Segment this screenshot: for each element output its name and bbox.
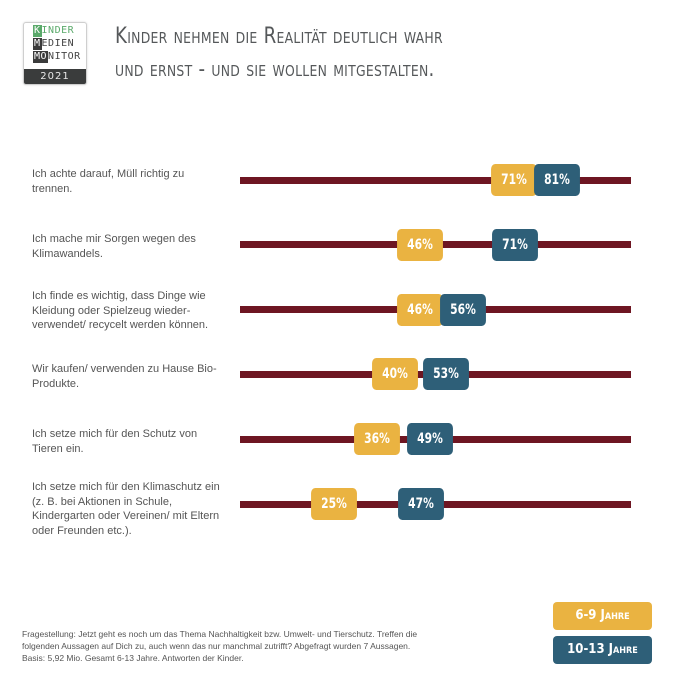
legend-6-9-jahre: 6-9 Jahre	[553, 602, 652, 630]
kinder-medien-monitor-logo: KINDER MEDIEN MONITOR 2021	[23, 22, 87, 85]
value-track	[240, 177, 631, 184]
chart-title: Kinder nehmen die Realität deutlich wahr…	[115, 20, 557, 86]
logo-line-medien: MEDIEN	[33, 38, 74, 50]
legend-10-13-jahre: 10-13 Jahre	[553, 636, 652, 664]
logo-letter: M	[33, 38, 42, 50]
badge-6-9: 71%	[491, 164, 537, 196]
row-label: Ich mache mir Sorgen wegen des Klimawand…	[32, 233, 196, 260]
badge-10-13: 49%	[407, 423, 453, 455]
badge-10-13: 53%	[423, 358, 469, 390]
logo-line-kinder: KINDER	[33, 25, 74, 37]
badge-10-13: 81%	[534, 164, 580, 196]
row-label: Ich achte darauf, Müll richtig zu trenne…	[32, 168, 185, 195]
row-label: Ich setze mich für den Schutz von Tieren…	[32, 428, 198, 455]
badge-6-9: 40%	[372, 358, 418, 390]
logo-year: 2021	[24, 69, 86, 84]
title-line-2: und ernst - und sie wollen mitgestalten.	[115, 57, 435, 82]
badge-6-9: 36%	[354, 423, 400, 455]
row-label: Wir kaufen/ verwenden zu Hause Bio-Produ…	[32, 363, 217, 390]
logo-word: EDIEN	[41, 38, 75, 49]
logo-line-monitor: MONITOR	[33, 51, 81, 63]
footnote: Fragestellung: Jetzt geht es noch um das…	[22, 628, 452, 664]
badge-6-9: 46%	[397, 229, 443, 261]
badge-6-9: 46%	[397, 294, 443, 326]
badge-10-13: 71%	[492, 229, 538, 261]
logo-letter: MO	[33, 51, 49, 63]
row-label: Ich finde es wichtig, dass Dinge wie Kle…	[32, 290, 209, 331]
row-label: Ich setze mich für den Klimaschutz ein (…	[32, 481, 220, 537]
title-line-1: Kinder nehmen die Realität deutlich wahr	[115, 24, 443, 49]
logo-word: INDER	[41, 25, 75, 36]
badge-6-9: 25%	[311, 488, 357, 520]
footnote-question: Fragestellung: Jetzt geht es noch um das…	[22, 629, 418, 651]
footnote-basis: Basis: 5,92 Mio. Gesamt 6-13 Jahre. Antw…	[22, 653, 244, 663]
badge-10-13: 47%	[398, 488, 444, 520]
badge-10-13: 56%	[440, 294, 486, 326]
logo-word: NITOR	[48, 51, 81, 62]
logo-letter: K	[33, 25, 42, 37]
